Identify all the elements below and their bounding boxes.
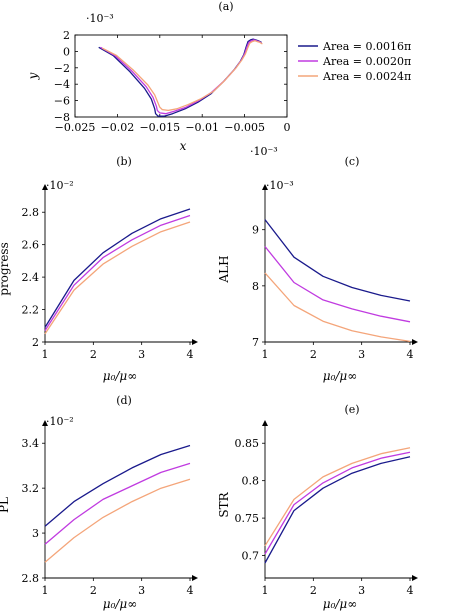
panel-0-frame (74, 34, 288, 118)
panel-0-xtick-label: −0.005 (224, 121, 265, 134)
panel-2-series-line-0 (264, 219, 411, 302)
panel-4-ytick-label: 0.75 (235, 512, 260, 525)
panel-0-xtick-label: −0.025 (55, 121, 96, 134)
panel-3-ytick-label: 3.4 (22, 437, 40, 450)
panel-3-ytick-label: 3 (32, 527, 39, 540)
panel-2-ytick-label: 7 (252, 336, 259, 349)
panel-4-xlabel: μ₀/μ∞ (323, 597, 357, 611)
panel-2-x-axis-arrow (412, 339, 418, 345)
panel-4-y-axis-arrow (262, 420, 268, 426)
panel-3-xtick-label: 3 (138, 584, 145, 597)
panel-3-y-multiplier: ·10⁻² (46, 415, 74, 428)
panel-0-xtick-label: −0.015 (139, 121, 180, 134)
panel-3-ytick-label: 3.2 (22, 482, 40, 495)
panel-1-ytick-label: 2 (32, 336, 39, 349)
panel-1-ylabel: progress (0, 242, 11, 295)
panel-4-series-line-2 (264, 447, 411, 547)
panel-4-xtick-label: 4 (407, 584, 414, 597)
panel-1-y-multiplier: ·10⁻² (46, 179, 74, 192)
panel-1-xtick-label: 3 (138, 348, 145, 361)
panel-1-series-line-2 (44, 221, 191, 335)
panel-3-series-line-0 (44, 444, 191, 527)
panel-4-xtick-label: 1 (262, 584, 269, 597)
panel-4-ytick-label: 0.85 (235, 437, 260, 450)
panel-2-y-multiplier: ·10⁻³ (266, 179, 294, 192)
panel-3-ytick-label: 2.8 (22, 572, 40, 585)
panel-4-xtick-label: 2 (310, 584, 317, 597)
panel-0-ylabel: y (26, 72, 40, 80)
panel-4-label: (e) (344, 403, 359, 416)
panel-3-series-line-2 (44, 478, 191, 563)
panel-2-xtick-label: 3 (358, 348, 365, 361)
panel-1-series-line-1 (44, 214, 191, 331)
panel-1-x-axis-arrow (192, 339, 198, 345)
panel-0-series-line-2 (101, 40, 263, 112)
panel-1-ytick-label: 2.6 (22, 239, 40, 252)
panel-2-xtick-label: 1 (262, 348, 269, 361)
panel-1-xtick-label: 1 (42, 348, 49, 361)
panel-4-ytick-label: 0.7 (242, 550, 260, 563)
panel-0-label: (a) (218, 0, 233, 13)
panel-3-y-axis-arrow (42, 420, 48, 426)
panel-2-xtick-label: 2 (310, 348, 317, 361)
panel-2-xlabel: μ₀/μ∞ (323, 369, 357, 383)
panel-3-xtick-label: 4 (187, 584, 194, 597)
panel-0-ytick-label: 2 (63, 29, 70, 42)
panel-4-ylabel: STR (217, 491, 231, 517)
panel-3-label: (d) (116, 394, 132, 407)
panel-3-x-axis-arrow (192, 575, 198, 581)
panel-1-xtick-label: 2 (90, 348, 97, 361)
panel-4-x-axis-arrow (412, 575, 418, 581)
panel-2-ytick-label: 9 (252, 224, 259, 237)
panel-1-xlabel: μ₀/μ∞ (103, 369, 137, 383)
panel-3-xtick-label: 1 (42, 584, 49, 597)
panel-2-series-line-1 (264, 246, 411, 323)
panel-3-xtick-label: 2 (90, 584, 97, 597)
legend-label-0: Area = 0.0016π (322, 40, 411, 53)
legend-label-1: Area = 0.0020π (322, 55, 411, 68)
panel-4-series-line-0 (264, 456, 411, 564)
panel-3-ylabel: PL (0, 497, 11, 513)
panel-2-ytick-label: 8 (252, 280, 259, 293)
panel-2-xtick-label: 4 (407, 348, 414, 361)
panel-1-label: (b) (116, 155, 132, 168)
panel-0-x-multiplier: ·10⁻³ (250, 145, 278, 158)
panel-0-xtick-label: −0.02 (101, 121, 135, 134)
panel-3-xlabel: μ₀/μ∞ (103, 597, 137, 611)
panel-2-label: (c) (345, 155, 360, 168)
panel-1-series-line-0 (44, 208, 191, 328)
panel-0-ytick-label: −4 (54, 78, 70, 91)
panel-4-xtick-label: 3 (358, 584, 365, 597)
panel-0-ytick-label: −6 (54, 95, 70, 108)
panel-1-ytick-label: 2.2 (22, 304, 40, 317)
legend-label-2: Area = 0.0024π (322, 70, 411, 83)
panel-1-xtick-label: 4 (187, 348, 194, 361)
panel-0-ytick-label: −2 (54, 62, 70, 75)
panel-4-ytick-label: 0.8 (242, 475, 260, 488)
panel-0-series-line-1 (100, 39, 262, 115)
panel-1-y-axis-arrow (42, 184, 48, 190)
panel-0-xtick-label: 0 (284, 121, 291, 134)
panel-0-y-multiplier: ·10⁻³ (86, 12, 114, 25)
panel-2-ylabel: ALH (217, 255, 231, 283)
panel-0-ytick-label: −8 (54, 111, 70, 124)
panel-4-series-line-1 (264, 451, 411, 555)
panel-0-xtick-label: −0.01 (185, 121, 219, 134)
panel-1-ytick-label: 2.8 (22, 206, 40, 219)
panel-2-series-line-2 (264, 272, 411, 343)
panel-3-series-line-1 (44, 462, 191, 545)
panel-1-ytick-label: 2.4 (22, 271, 40, 284)
panel-0-series-line-0 (98, 38, 262, 117)
panel-0-xlabel: x (180, 139, 187, 153)
panel-2-y-axis-arrow (262, 184, 268, 190)
panel-0-ytick-label: 0 (63, 45, 70, 58)
